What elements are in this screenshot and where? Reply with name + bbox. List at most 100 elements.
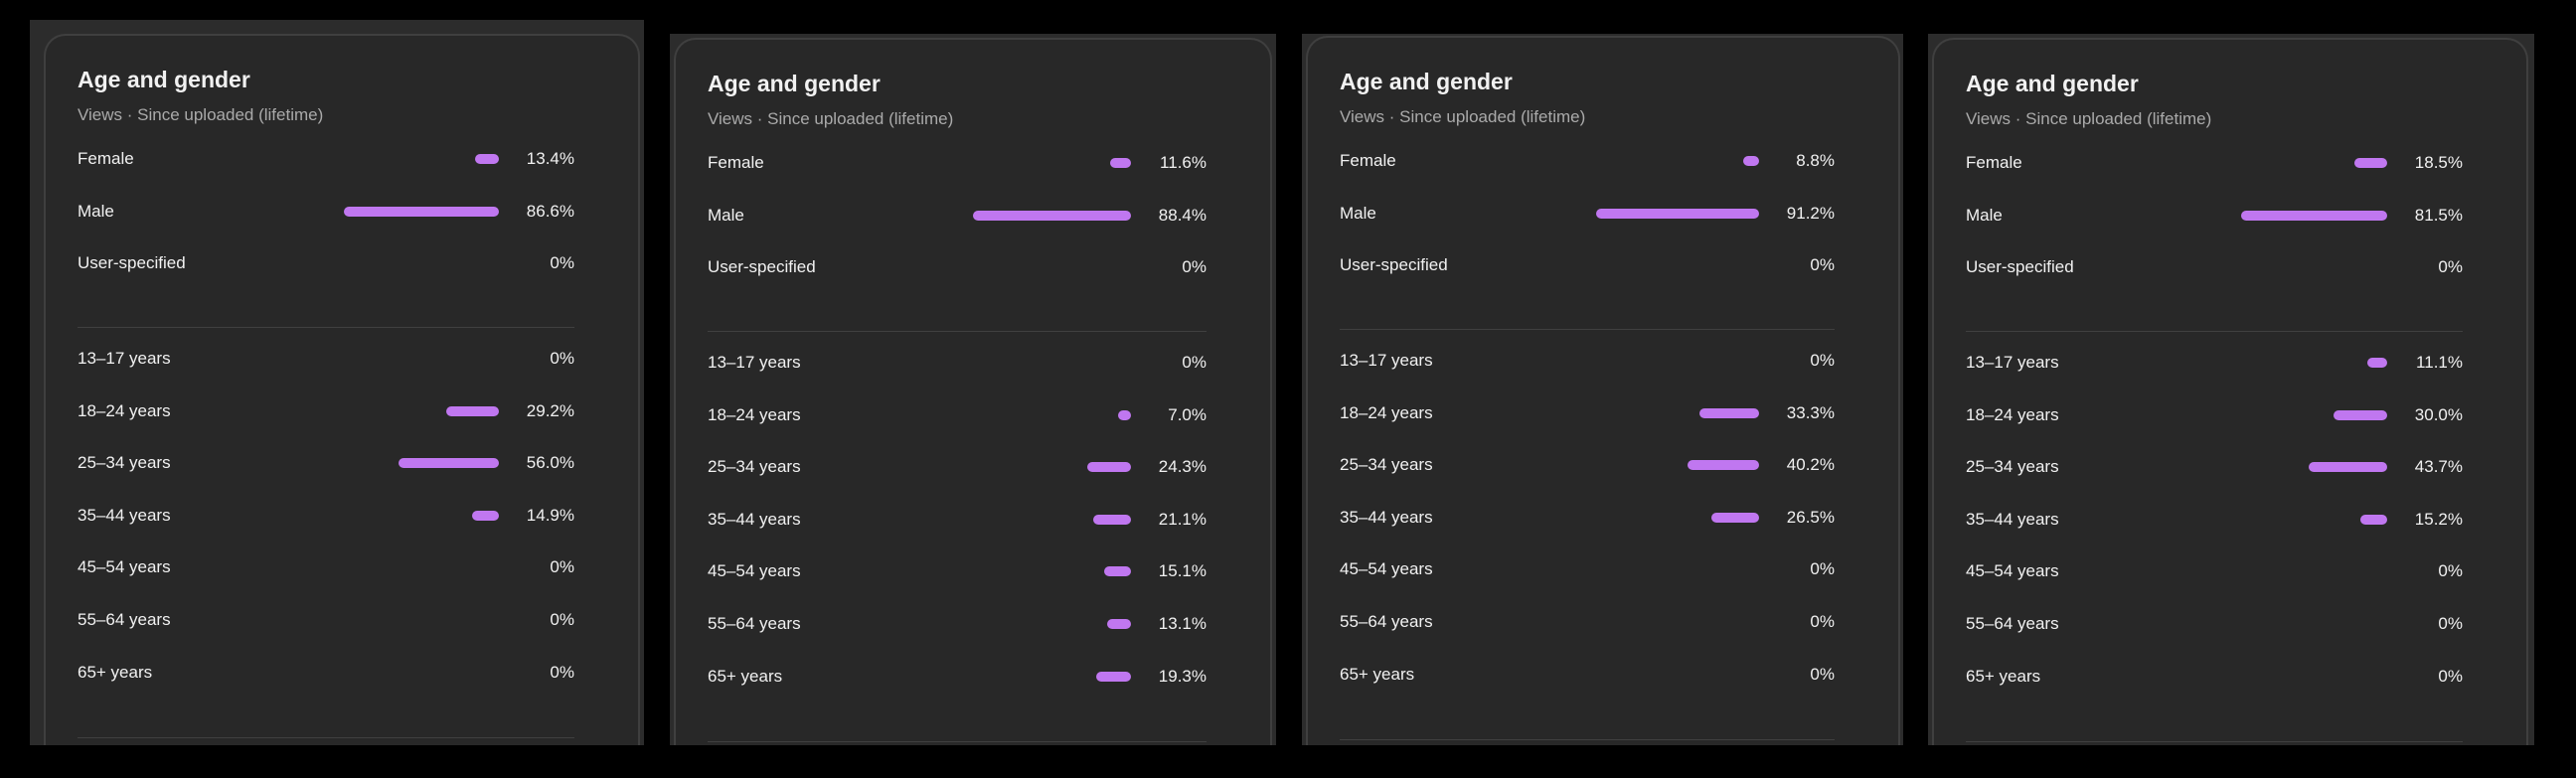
age-row-value: 11.1%	[2416, 353, 2463, 372]
card-subtitle: Views · Since uploaded (lifetime)	[1340, 107, 1586, 126]
age-row-label: 13–17 years	[78, 349, 171, 368]
bottom-divider	[1340, 739, 1835, 740]
age-row: 65+ years 0%	[1340, 660, 1835, 690]
age-row-value: 0%	[550, 557, 574, 577]
gender-row-bar	[344, 206, 499, 217]
section-divider	[78, 327, 574, 328]
age-row-value: 24.3%	[1158, 457, 1207, 477]
gender-row-value: 18.5%	[2414, 153, 2463, 172]
gender-row-value: 91.2%	[1786, 203, 1835, 223]
age-row-bar	[1711, 512, 1759, 523]
age-row-label: 45–54 years	[708, 561, 801, 581]
age-row-label: 65+ years	[78, 662, 153, 682]
gender-row-label: Male	[78, 201, 114, 221]
age-row-label: 45–54 years	[1966, 561, 2059, 581]
age-row-value: 0%	[550, 610, 574, 629]
section-divider	[1340, 329, 1835, 330]
gender-row-value: 86.6%	[526, 201, 574, 221]
age-row-bar	[2367, 358, 2387, 368]
gender-row-label: Male	[708, 205, 744, 225]
age-row-label: 25–34 years	[1966, 457, 2059, 477]
gender-row: Male 81.5%	[1966, 201, 2463, 231]
gender-row-value: 0%	[1810, 255, 1835, 275]
gender-row-bar	[1743, 156, 1759, 166]
gender-row-label: Male	[1340, 203, 1376, 223]
age-row-value: 33.3%	[1786, 402, 1835, 422]
age-row-label: 35–44 years	[78, 505, 171, 525]
age-row-label: 18–24 years	[1966, 404, 2059, 424]
age-row: 55–64 years 13.1%	[708, 609, 1207, 639]
age-row-label: 65+ years	[1340, 664, 1415, 684]
bottom-divider	[1966, 741, 2463, 742]
age-row: 45–54 years 0%	[1340, 554, 1835, 584]
age-row: 25–34 years 40.2%	[1340, 450, 1835, 480]
age-row: 25–34 years 24.3%	[708, 452, 1207, 482]
age-row-label: 25–34 years	[708, 457, 801, 477]
age-row: 25–34 years 56.0%	[78, 448, 574, 478]
card-subtitle: Views · Since uploaded (lifetime)	[78, 105, 324, 124]
age-row-label: 13–17 years	[1966, 353, 2059, 372]
age-row-bar	[1107, 619, 1131, 629]
age-row: 18–24 years 7.0%	[708, 400, 1207, 430]
gender-row-bar	[2353, 158, 2387, 168]
gender-row-value: 81.5%	[2414, 205, 2463, 225]
age-row-value: 19.3%	[1158, 666, 1207, 686]
age-row-value: 0%	[1810, 664, 1835, 684]
gender-row-label: Female	[1340, 151, 1396, 170]
age-row-label: 45–54 years	[1340, 559, 1433, 579]
card-title: Age and gender	[1340, 69, 1513, 94]
age-row-label: 13–17 years	[708, 353, 801, 372]
age-row-bar	[2359, 514, 2387, 525]
age-row-bar	[2309, 462, 2387, 473]
card-subtitle: Views · Since uploaded (lifetime)	[1966, 109, 2212, 128]
gender-row-value: 8.8%	[1796, 151, 1835, 170]
age-row-value: 26.5%	[1786, 507, 1835, 527]
age-row-bar	[1093, 514, 1131, 525]
age-row: 65+ years 0%	[78, 658, 574, 688]
age-row-bar	[1103, 566, 1131, 577]
age-row-bar	[2334, 409, 2387, 420]
section-divider	[1966, 331, 2463, 332]
age-row-value: 13.1%	[1158, 614, 1207, 633]
age-row-value: 7.0%	[1168, 404, 1207, 424]
panel-4: Age and gender Views · Since uploaded (l…	[1928, 34, 2534, 745]
card-subtitle: Views · Since uploaded (lifetime)	[708, 109, 954, 128]
age-row-label: 18–24 years	[1340, 402, 1433, 422]
age-row-label: 35–44 years	[1966, 509, 2059, 529]
card-title: Age and gender	[708, 71, 881, 96]
age-row-value: 0%	[2438, 666, 2463, 686]
gender-row-label: User-specified	[1966, 257, 2074, 277]
age-row-label: 45–54 years	[78, 557, 171, 577]
age-row: 13–17 years 11.1%	[1966, 348, 2463, 378]
gender-row-bar	[474, 154, 499, 164]
gender-row-label: User-specified	[78, 253, 186, 273]
panel-2: Age and gender Views · Since uploaded (l…	[670, 34, 1276, 745]
gender-row: Female 18.5%	[1966, 148, 2463, 178]
age-row-value: 0%	[1810, 559, 1835, 579]
gender-row-bar	[2241, 210, 2387, 221]
age-row-value: 0%	[2438, 614, 2463, 633]
age-row: 18–24 years 29.2%	[78, 396, 574, 426]
gender-row: User-specified 0%	[1966, 252, 2463, 282]
gender-row-label: User-specified	[708, 257, 816, 277]
age-row-value: 0%	[550, 662, 574, 682]
gender-row-value: 11.6%	[1160, 153, 1207, 172]
age-row: 13–17 years 0%	[708, 348, 1207, 378]
age-row-label: 55–64 years	[1340, 612, 1433, 631]
age-row-bar	[399, 458, 499, 469]
age-row-label: 18–24 years	[708, 404, 801, 424]
age-row: 65+ years 19.3%	[708, 662, 1207, 692]
age-row-value: 15.1%	[1158, 561, 1207, 581]
panel-3: Age and gender Views · Since uploaded (l…	[1302, 34, 1903, 745]
age-row: 35–44 years 14.9%	[78, 501, 574, 531]
age-row-value: 14.9%	[526, 505, 574, 525]
gender-row: Female 11.6%	[708, 148, 1207, 178]
age-row: 25–34 years 43.7%	[1966, 452, 2463, 482]
age-row-label: 55–64 years	[1966, 614, 2059, 633]
age-row-label: 65+ years	[1966, 666, 2041, 686]
section-divider	[708, 331, 1207, 332]
card-title: Age and gender	[1966, 71, 2139, 96]
age-row: 45–54 years 15.1%	[708, 556, 1207, 586]
gender-row: User-specified 0%	[78, 248, 574, 278]
